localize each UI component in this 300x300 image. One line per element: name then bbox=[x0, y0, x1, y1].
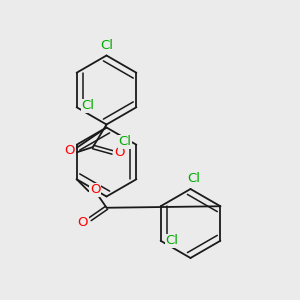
Text: Cl: Cl bbox=[100, 39, 113, 52]
Text: O: O bbox=[65, 143, 75, 157]
Text: Cl: Cl bbox=[166, 234, 178, 247]
Text: Cl: Cl bbox=[82, 99, 94, 112]
Text: O: O bbox=[114, 146, 124, 159]
Text: O: O bbox=[77, 216, 88, 229]
Text: O: O bbox=[90, 183, 101, 196]
Text: Cl: Cl bbox=[118, 135, 131, 148]
Text: Cl: Cl bbox=[187, 172, 200, 185]
